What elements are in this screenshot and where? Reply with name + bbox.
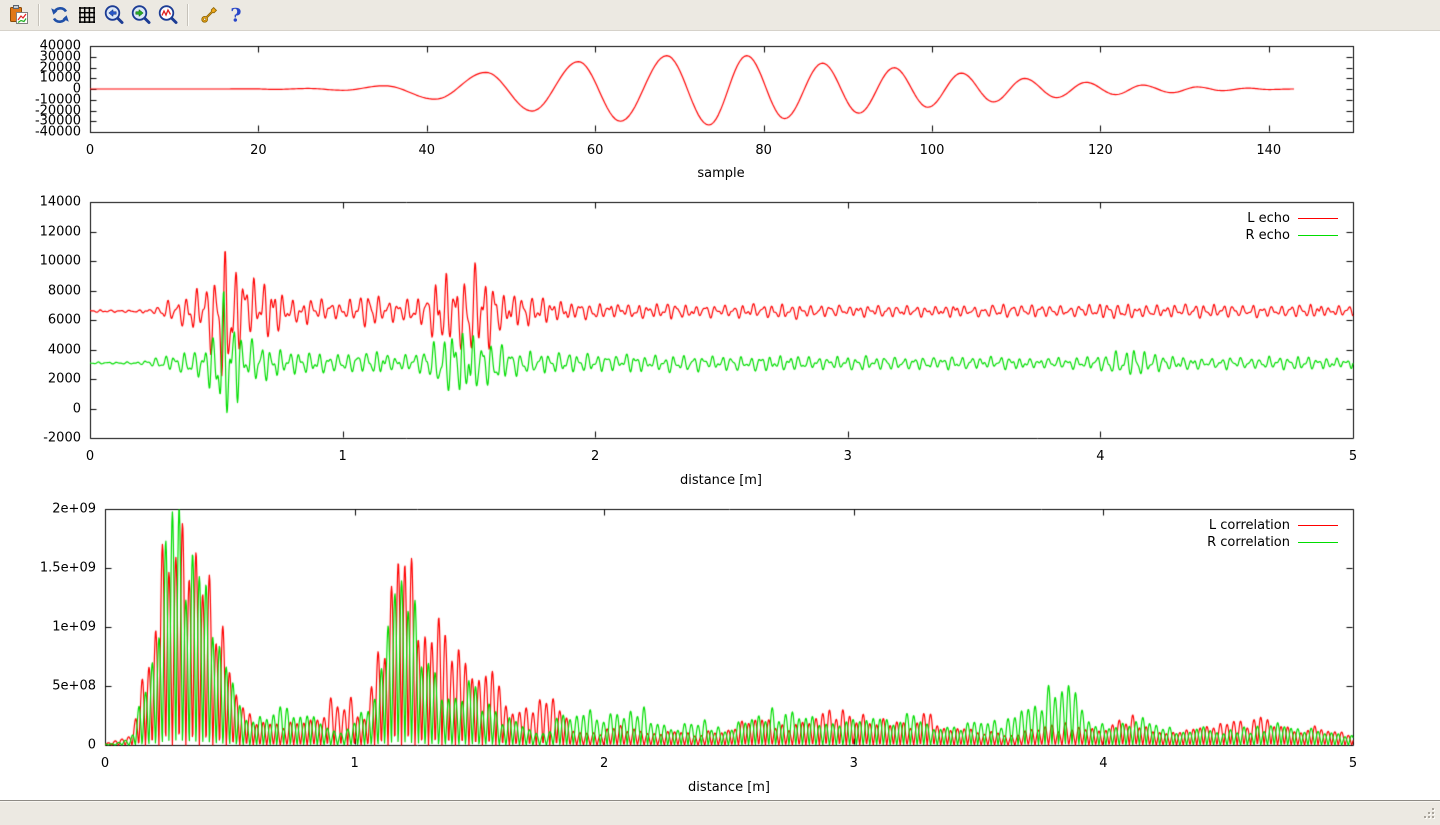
wrench-icon [200, 6, 217, 23]
legend-label-r-correlation: R correlation [1207, 535, 1290, 550]
legend-entry-l-correlation: L correlation [1207, 517, 1338, 534]
bottom-plot-xlabel: distance [m] [687, 780, 771, 795]
magnifier-forward-icon [131, 5, 150, 24]
question-mark-icon: ? [230, 5, 241, 27]
toolbar-separator [187, 4, 189, 26]
toolbar-separator [38, 4, 40, 26]
plots-canvas[interactable] [0, 32, 1440, 800]
legend-line-l-correlation [1298, 525, 1338, 526]
legend-label-l-echo: L echo [1247, 211, 1290, 226]
help-button[interactable]: ? [222, 2, 249, 29]
legend-line-r-correlation [1298, 542, 1338, 543]
zoom-next-button[interactable] [127, 2, 154, 29]
resize-grip[interactable] [1424, 808, 1437, 821]
status-bar [0, 800, 1440, 825]
autoscale-button[interactable] [154, 2, 181, 29]
legend-entry-r-echo: R echo [1245, 227, 1338, 244]
middle-plot-xlabel: distance [m] [679, 473, 763, 488]
magnifier-plot-icon [158, 5, 177, 24]
bottom-plot-legend: L correlation R correlation [1207, 517, 1338, 551]
legend-entry-l-echo: L echo [1245, 210, 1338, 227]
middle-plot-legend: L echo R echo [1245, 210, 1338, 244]
legend-label-r-echo: R echo [1245, 228, 1290, 243]
legend-entry-r-correlation: R correlation [1207, 534, 1338, 551]
top-plot-xlabel: sample [697, 166, 745, 181]
legend-line-l-echo [1298, 218, 1338, 219]
copy-to-clipboard-button[interactable] [5, 2, 32, 29]
legend-line-r-echo [1298, 235, 1338, 236]
replot-button[interactable] [46, 2, 73, 29]
grid-icon [78, 7, 95, 23]
toolbar: ? [0, 0, 1440, 31]
toggle-grid-button[interactable] [73, 2, 100, 29]
magnifier-back-icon [104, 5, 123, 24]
zoom-previous-button[interactable] [100, 2, 127, 29]
svg-text:?: ? [230, 5, 241, 27]
clipboard-chart-icon [9, 5, 28, 24]
refresh-icon [50, 7, 69, 23]
legend-label-l-correlation: L correlation [1208, 518, 1290, 533]
configure-button[interactable] [195, 2, 222, 29]
